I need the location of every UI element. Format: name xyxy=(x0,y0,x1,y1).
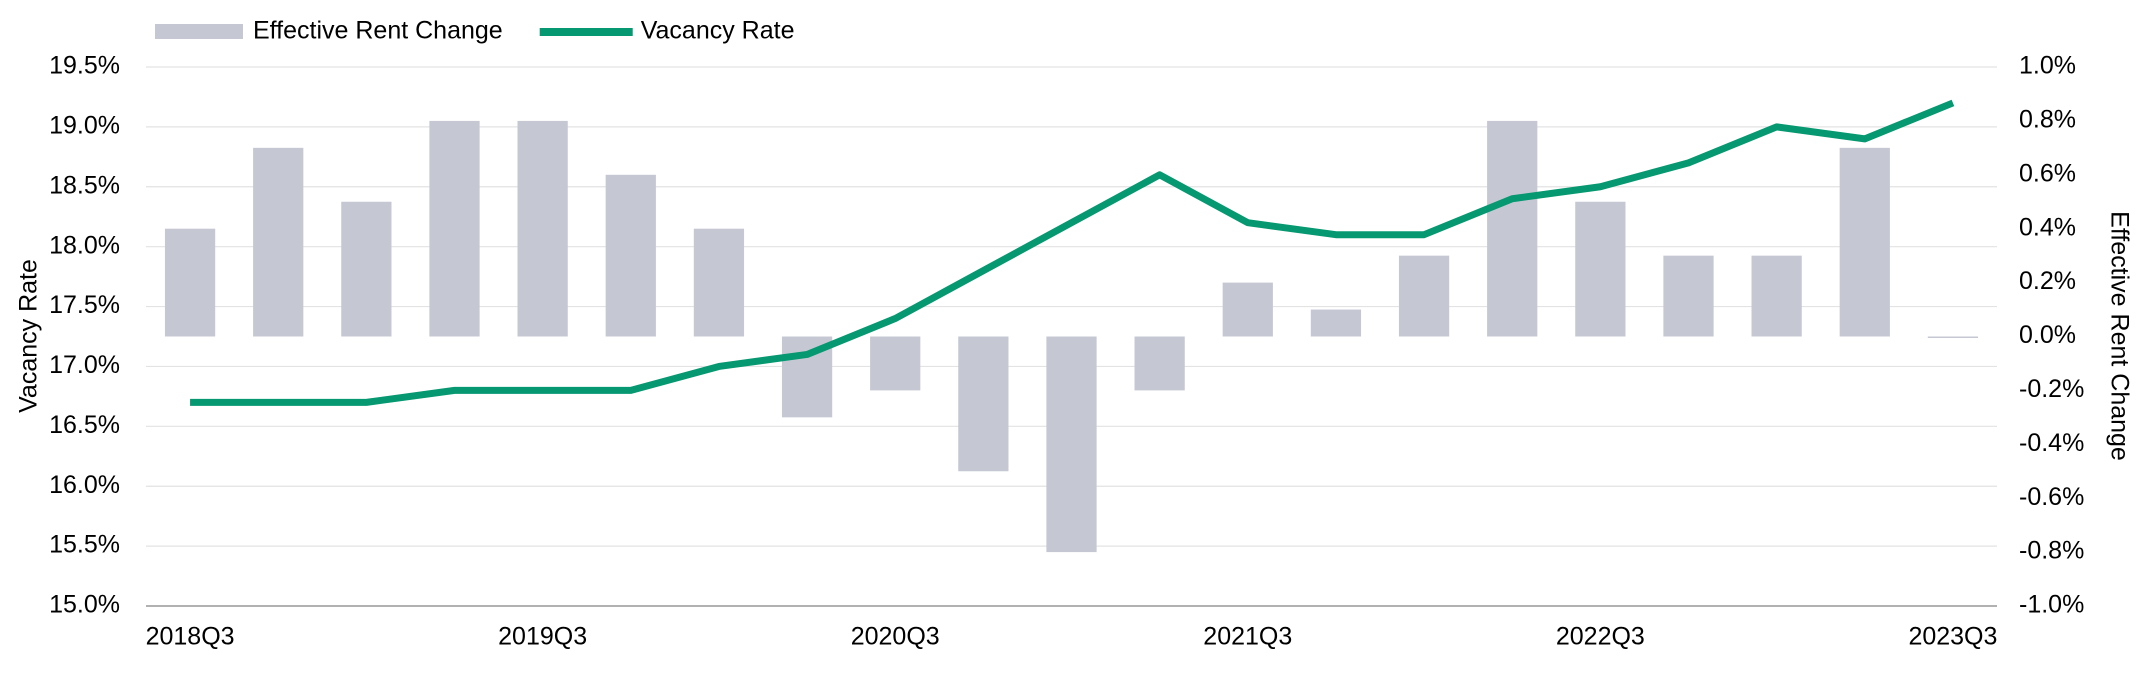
bar xyxy=(1663,255,1714,337)
x-tick-label: 2022Q3 xyxy=(1556,623,1645,651)
y-tick-label: 17.0% xyxy=(49,351,120,379)
y-tick-label: 18.5% xyxy=(49,171,120,199)
x-tick-label: 2021Q3 xyxy=(1203,623,1292,651)
x-tick-label: 2018Q3 xyxy=(146,623,235,651)
y2-tick-label: -0.4% xyxy=(2019,429,2084,457)
y-tick-label: 19.0% xyxy=(49,111,120,139)
y-tick-label: 18.0% xyxy=(49,231,120,259)
y-tick-label: 16.5% xyxy=(49,411,120,439)
y2-tick-label: 0.6% xyxy=(2019,159,2076,187)
bar xyxy=(605,174,656,337)
bar xyxy=(958,336,1009,472)
bar xyxy=(1839,147,1890,337)
y2-tick-label: 0.0% xyxy=(2019,321,2076,349)
x-tick-label: 2023Q3 xyxy=(1908,623,1997,651)
bar xyxy=(693,228,745,337)
y2-tick-label: -0.6% xyxy=(2019,483,2084,511)
y-tick-label: 15.5% xyxy=(49,531,120,559)
legend-swatch xyxy=(155,24,243,39)
y-axis-title: Vacancy Rate xyxy=(15,259,43,413)
bar xyxy=(1398,255,1450,337)
bar xyxy=(1046,336,1097,553)
legend-label: Vacancy Rate xyxy=(641,17,795,45)
y2-tick-label: -0.8% xyxy=(2019,537,2084,565)
bar xyxy=(1310,309,1362,337)
y-tick-label: 17.5% xyxy=(49,291,120,319)
y2-tick-label: 0.2% xyxy=(2019,267,2076,295)
x-tick-label: 2019Q3 xyxy=(498,623,587,651)
legend-label: Effective Rent Change xyxy=(253,17,503,45)
y2-tick-label: -0.2% xyxy=(2019,375,2084,403)
bar xyxy=(517,120,568,337)
x-tick-label: 2020Q3 xyxy=(851,623,940,651)
y-tick-label: 16.0% xyxy=(49,471,120,499)
bar xyxy=(341,201,392,337)
bar xyxy=(429,120,480,337)
y2-tick-label: -1.0% xyxy=(2019,591,2084,619)
bar xyxy=(1222,282,1273,337)
y2-tick-label: 0.8% xyxy=(2019,106,2076,134)
bar xyxy=(870,336,921,391)
bar xyxy=(1487,120,1538,337)
bar xyxy=(253,147,304,337)
bar xyxy=(1134,336,1185,391)
bar xyxy=(164,228,216,337)
y2-tick-label: 1.0% xyxy=(2019,52,2076,80)
bar xyxy=(1927,336,1979,338)
y2-tick-label: 0.4% xyxy=(2019,213,2076,241)
line xyxy=(190,99,1955,406)
y-tick-label: 19.5% xyxy=(49,52,120,80)
bar xyxy=(1575,201,1626,337)
y2-axis-title: Effective Rent Change xyxy=(2105,211,2133,461)
bar xyxy=(1751,255,1802,337)
y-tick-label: 15.0% xyxy=(49,591,120,619)
